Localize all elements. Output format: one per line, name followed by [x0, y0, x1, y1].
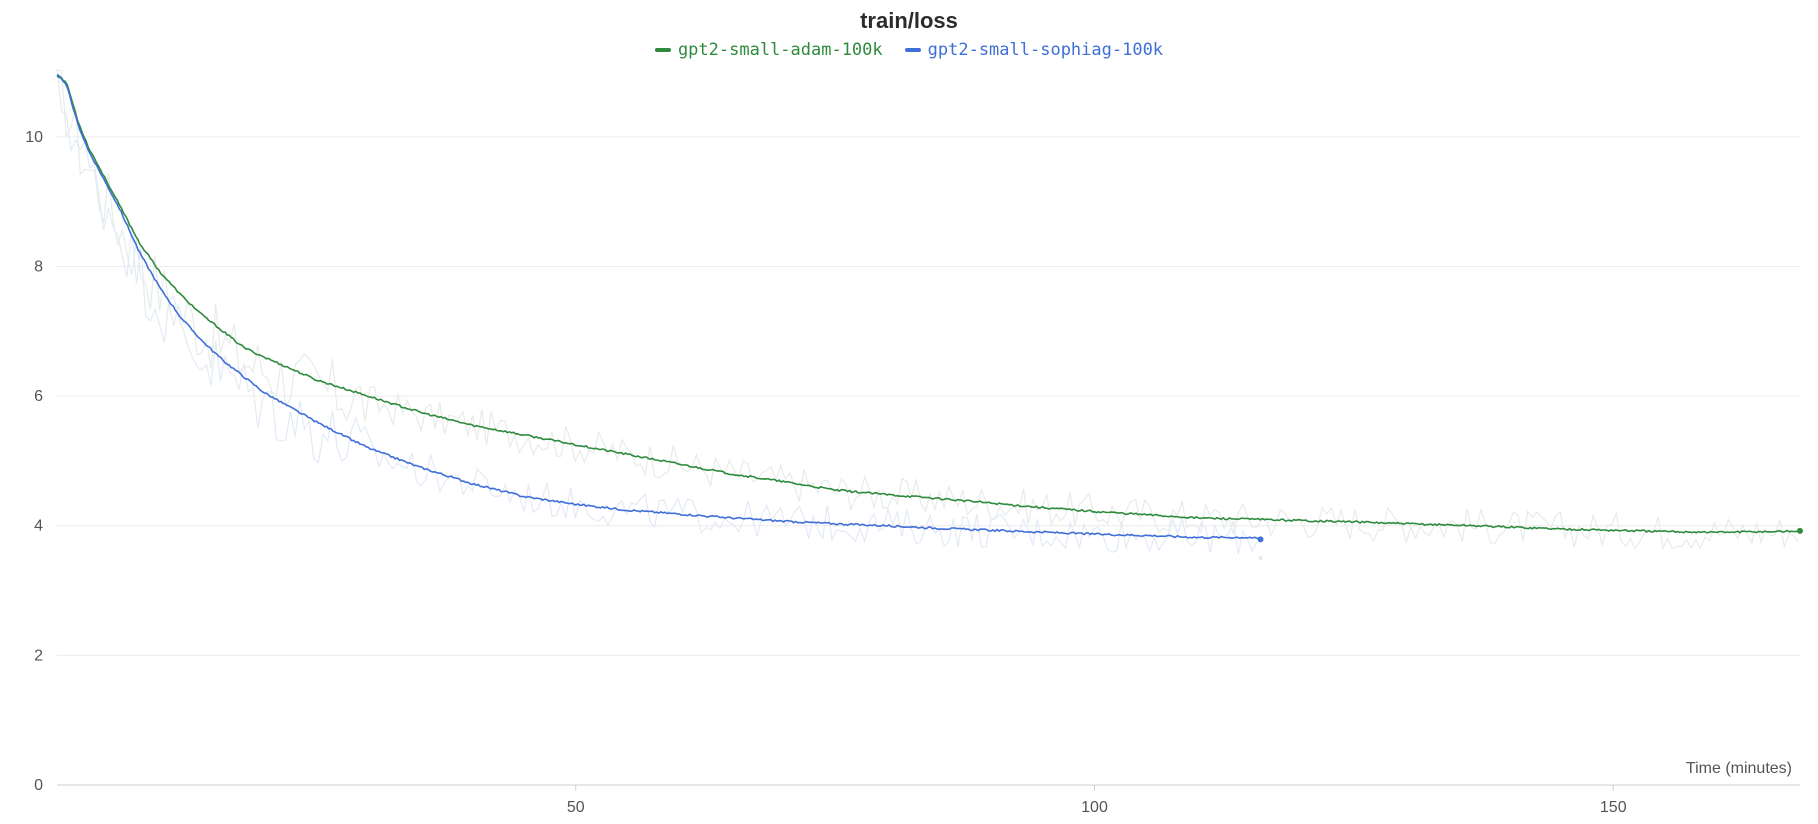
y-tick-label-2: 2 — [34, 647, 43, 664]
y-tick-label-10: 10 — [25, 129, 43, 146]
series-end-point-0 — [1797, 527, 1803, 534]
x-tick-label-100: 100 — [1081, 799, 1108, 816]
chart-legend: gpt2-small-adam-100k gpt2-small-sophiag-… — [0, 40, 1818, 60]
legend-swatch-sophiag — [904, 48, 921, 52]
legend-item-sophiag[interactable]: gpt2-small-sophiag-100k — [904, 40, 1164, 60]
chart-title: train/loss — [860, 8, 958, 33]
legend-label-sophiag: gpt2-small-sophiag-100k — [927, 40, 1164, 60]
y-tick-label-8: 8 — [34, 258, 43, 275]
series-end-point-1 — [1257, 536, 1264, 543]
x-tick-label-50: 50 — [567, 799, 585, 816]
legend-swatch-adam — [654, 48, 671, 52]
y-tick-label-0: 0 — [34, 777, 43, 794]
legend-item-adam[interactable]: gpt2-small-adam-100k — [654, 40, 883, 60]
series-line-1[interactable] — [56, 73, 1259, 540]
series-line-0[interactable] — [56, 75, 1801, 534]
y-tick-label-4: 4 — [34, 518, 43, 535]
legend-label-adam: gpt2-small-adam-100k — [677, 40, 883, 60]
x-tick-label-150: 150 — [1600, 799, 1627, 816]
y-tick-label-6: 6 — [34, 388, 43, 405]
raw-line-0 — [56, 69, 1799, 551]
x-axis-title: Time (minutes) — [1686, 760, 1792, 777]
raw-line-1 — [56, 68, 1258, 555]
raw-end-point-1 — [1258, 556, 1263, 561]
